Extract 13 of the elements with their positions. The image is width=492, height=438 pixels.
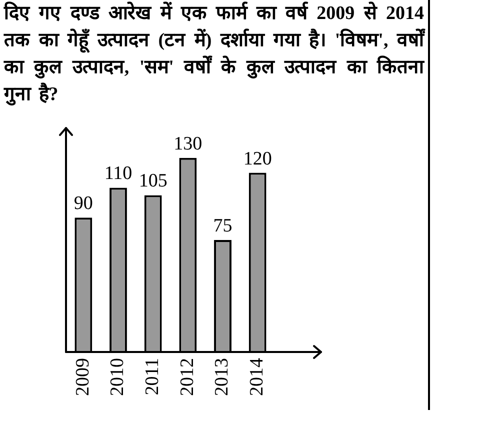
data-label: 75 xyxy=(213,215,232,236)
data-label: 110 xyxy=(104,163,132,184)
data-label: 105 xyxy=(138,170,168,192)
x-tick-label: 2014 xyxy=(246,358,268,396)
x-tick-label: 2011 xyxy=(142,358,164,396)
data-label: 120 xyxy=(243,148,272,170)
data-label: 130 xyxy=(174,133,202,154)
x-tick-label: 2012 xyxy=(176,358,198,396)
x-tick-label: 2013 xyxy=(212,358,233,396)
data-label: 90 xyxy=(74,193,93,214)
x-tick-label: 2010 xyxy=(107,358,128,396)
chart-title: दिए गए दण्ड आरेख में एक फार्म का वर्ष 2009 से 2014 तक का गेहूँ उत्पादन (टन में) दर्शाया गया है। 'विषम', वर्षों का कुल उत्पादन, 'सम' वर्षों के कुल उत्पादन का कितना गुना है? xyxy=(4,0,424,108)
x-tick-label: 2009 xyxy=(72,358,94,396)
